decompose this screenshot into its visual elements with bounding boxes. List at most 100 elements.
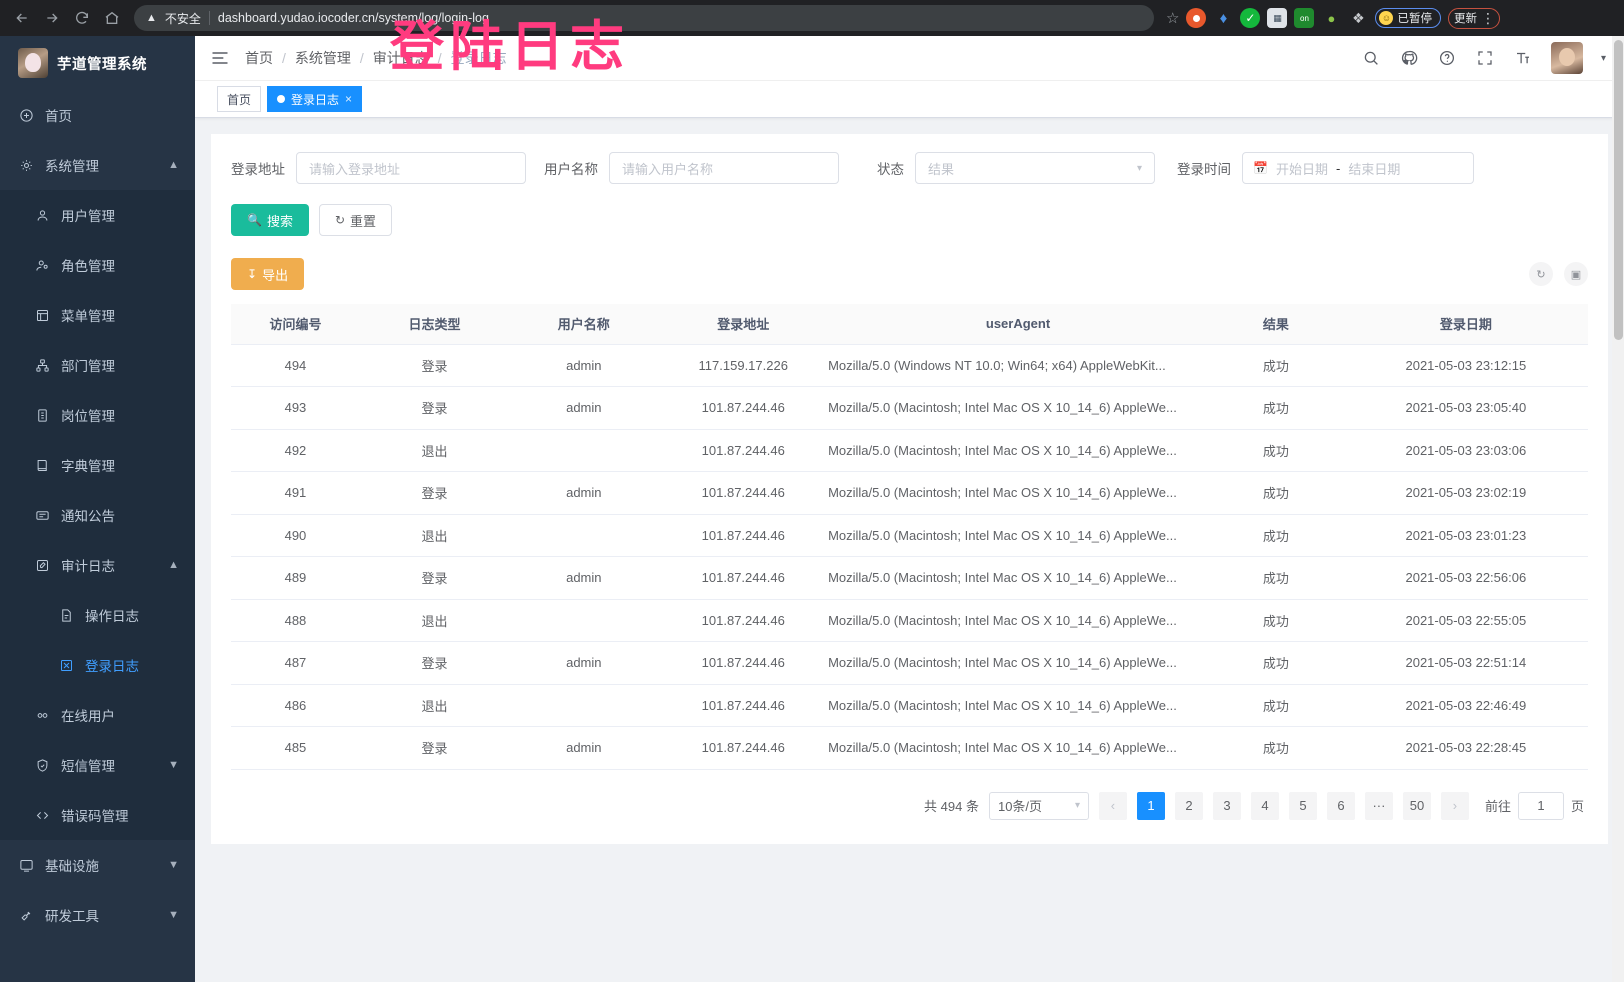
page-button-2[interactable]: 2 bbox=[1174, 791, 1203, 820]
cell-log-type: 退出 bbox=[359, 429, 510, 472]
extension-icon-5[interactable]: on bbox=[1294, 8, 1315, 28]
table-row[interactable]: 491 登录 admin 101.87.244.46 Mozilla/5.0 (… bbox=[231, 471, 1588, 515]
sidebar-item-system[interactable]: 系统管理 ▲ bbox=[0, 140, 195, 190]
page-ellipsis[interactable]: ··· bbox=[1364, 791, 1393, 820]
update-button[interactable]: 更新 ⋮ bbox=[1447, 7, 1500, 29]
back-arrow-icon[interactable] bbox=[8, 4, 36, 32]
refresh-icon[interactable]: ↻ bbox=[1529, 262, 1553, 286]
export-button[interactable]: ↧ 导出 bbox=[231, 258, 305, 290]
extension-icon-3[interactable]: ✓ bbox=[1240, 8, 1261, 28]
menu-list-icon bbox=[34, 308, 50, 323]
page-button-5[interactable]: 5 bbox=[1288, 791, 1317, 820]
sidebar-item-posts[interactable]: 岗位管理 bbox=[0, 390, 195, 440]
home-icon[interactable] bbox=[98, 4, 126, 32]
cell-login-date: 2021-05-03 23:01:23 bbox=[1343, 514, 1588, 557]
table-row[interactable]: 486 退出 101.87.244.46 Mozilla/5.0 (Macint… bbox=[231, 684, 1588, 727]
kebab-menu-icon[interactable]: ⋮ bbox=[1480, 9, 1495, 26]
extension-icon-6[interactable]: ● bbox=[1327, 10, 1336, 26]
help-icon[interactable] bbox=[1437, 48, 1457, 68]
jumper-suffix-label: 页 bbox=[1570, 799, 1584, 814]
tab-label: 登录日志 bbox=[291, 92, 340, 107]
login-log-icon bbox=[58, 658, 74, 673]
sidebar-item-menus[interactable]: 菜单管理 bbox=[0, 290, 195, 340]
field-label: 登录时间 bbox=[1177, 162, 1231, 177]
extension-icon-4[interactable]: ▦ bbox=[1267, 8, 1288, 28]
username-input[interactable]: 请输入用户名称 bbox=[609, 152, 839, 184]
table-row[interactable]: 490 退出 101.87.244.46 Mozilla/5.0 (Macint… bbox=[231, 514, 1588, 557]
end-date-input[interactable]: 结束日期 bbox=[1348, 161, 1401, 177]
columns-icon[interactable]: ▣ bbox=[1564, 262, 1588, 286]
sidebar-item-notices[interactable]: 通知公告 bbox=[0, 490, 195, 540]
scrollbar-thumb[interactable] bbox=[1614, 40, 1623, 340]
paused-label: 已暂停 bbox=[1397, 13, 1432, 25]
hamburger-icon[interactable] bbox=[209, 47, 231, 69]
jumper-input[interactable]: 1 bbox=[1517, 791, 1564, 820]
extension-icon-1[interactable] bbox=[1186, 8, 1207, 28]
next-page-button[interactable]: › bbox=[1440, 791, 1469, 820]
prev-page-button[interactable]: ‹ bbox=[1098, 791, 1127, 820]
page-scrollbar[interactable] bbox=[1612, 36, 1624, 982]
sidebar-item-online-users[interactable]: 在线用户 bbox=[0, 690, 195, 740]
star-icon[interactable]: ☆ bbox=[1166, 10, 1180, 27]
breadcrumb-separator: / bbox=[437, 50, 442, 66]
cell-result: 成功 bbox=[1208, 386, 1344, 430]
table-row[interactable]: 494 登录 admin 117.159.17.226 Mozilla/5.0 … bbox=[231, 344, 1588, 387]
start-date-input[interactable]: 开始日期 bbox=[1275, 161, 1328, 177]
sidebar-item-label: 字典管理 bbox=[61, 459, 115, 474]
field-label: 登录地址 bbox=[231, 162, 285, 177]
search-icon[interactable] bbox=[1361, 48, 1381, 68]
table-row[interactable]: 485 登录 admin 101.87.244.46 Mozilla/5.0 (… bbox=[231, 726, 1588, 770]
sidebar-item-dictionary[interactable]: 字典管理 bbox=[0, 440, 195, 490]
sidebar-item-operation-log[interactable]: 操作日志 bbox=[0, 590, 195, 640]
tab-login-log[interactable]: 登录日志 × bbox=[267, 86, 363, 112]
sidebar-item-departments[interactable]: 部门管理 bbox=[0, 340, 195, 390]
main-area: 首页 / 系统管理 / 审计日志 / 登录日志 bbox=[195, 36, 1624, 982]
status-select[interactable]: 结果 ▾ bbox=[915, 152, 1155, 184]
page-button-4[interactable]: 4 bbox=[1250, 791, 1279, 820]
github-icon[interactable] bbox=[1399, 48, 1419, 68]
role-icon bbox=[34, 258, 50, 273]
page-size-select[interactable]: 10条/页 ▾ bbox=[988, 791, 1089, 820]
chevron-down-icon[interactable]: ▾ bbox=[1600, 52, 1606, 64]
text-size-icon[interactable] bbox=[1513, 48, 1533, 68]
puzzle-extension-icon[interactable]: ❖ bbox=[1352, 9, 1365, 26]
page-button-1[interactable]: 1 bbox=[1136, 791, 1165, 820]
forward-arrow-icon[interactable] bbox=[38, 4, 66, 32]
sidebar-item-dev-tools[interactable]: 研发工具 ▼ bbox=[0, 890, 195, 940]
sidebar-item-infrastructure[interactable]: 基础设施 ▼ bbox=[0, 840, 195, 890]
table-row[interactable]: 492 退出 101.87.244.46 Mozilla/5.0 (Macint… bbox=[231, 429, 1588, 472]
breadcrumb-item-1[interactable]: 系统管理 bbox=[294, 50, 351, 66]
sidebar-item-audit-log[interactable]: 审计日志 ▲ bbox=[0, 540, 195, 590]
fullscreen-icon[interactable] bbox=[1475, 48, 1495, 68]
table-row[interactable]: 489 登录 admin 101.87.244.46 Mozilla/5.0 (… bbox=[231, 556, 1588, 600]
breadcrumb-item-0[interactable]: 首页 bbox=[245, 50, 273, 66]
avatar[interactable] bbox=[1550, 42, 1583, 74]
reload-icon[interactable] bbox=[68, 4, 96, 32]
extension-icon-2[interactable]: ♦ bbox=[1219, 9, 1228, 27]
paused-badge[interactable]: ☺ 已暂停 bbox=[1375, 8, 1441, 28]
page-button-3[interactable]: 3 bbox=[1212, 791, 1241, 820]
page-button-6[interactable]: 6 bbox=[1326, 791, 1355, 820]
tab-home[interactable]: 首页 bbox=[217, 86, 262, 112]
page-button-last[interactable]: 50 bbox=[1402, 791, 1431, 820]
close-icon[interactable]: × bbox=[345, 92, 353, 106]
breadcrumb-item-2[interactable]: 审计日志 bbox=[372, 50, 429, 66]
table-row[interactable]: 488 退出 101.87.244.46 Mozilla/5.0 (Macint… bbox=[231, 599, 1588, 642]
sidebar-item-home[interactable]: 首页 bbox=[0, 90, 195, 140]
sidebar-item-label: 部门管理 bbox=[61, 359, 115, 374]
login-address-input[interactable]: 请输入登录地址 bbox=[296, 152, 526, 184]
table-row[interactable]: 487 登录 admin 101.87.244.46 Mozilla/5.0 (… bbox=[231, 641, 1588, 685]
login-time-daterange[interactable]: 📅 开始日期 - 结束日期 bbox=[1242, 152, 1474, 184]
sidebar-item-error-codes[interactable]: 错误码管理 bbox=[0, 790, 195, 840]
search-button[interactable]: 🔍 搜索 bbox=[231, 204, 309, 236]
badge-icon bbox=[34, 408, 50, 423]
sidebar-item-roles[interactable]: 角色管理 bbox=[0, 240, 195, 290]
reset-button[interactable]: ↻ 重置 bbox=[318, 204, 393, 236]
sidebar-item-sms[interactable]: 短信管理 ▼ bbox=[0, 740, 195, 790]
address-bar[interactable]: ▲ 不安全 dashboard.yudao.iocoder.cn/system/… bbox=[134, 5, 1154, 31]
sidebar-logo[interactable]: 芋道管理系统 bbox=[0, 36, 195, 90]
sidebar-item-users[interactable]: 用户管理 bbox=[0, 190, 195, 240]
table-row[interactable]: 493 登录 admin 101.87.244.46 Mozilla/5.0 (… bbox=[231, 386, 1588, 430]
navbar-actions: ▾ bbox=[1361, 42, 1606, 74]
sidebar-item-login-log[interactable]: 登录日志 bbox=[0, 640, 195, 690]
